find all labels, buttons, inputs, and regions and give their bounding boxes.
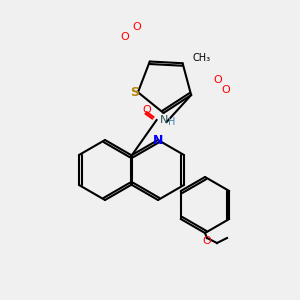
Text: N: N (159, 115, 168, 125)
Text: H: H (168, 117, 175, 127)
Text: N: N (153, 134, 163, 146)
Text: O: O (202, 236, 211, 246)
Text: CH₃: CH₃ (193, 53, 211, 63)
Text: O: O (214, 75, 223, 85)
Text: O: O (142, 105, 151, 115)
Text: O: O (120, 32, 129, 41)
Text: O: O (132, 22, 141, 32)
Text: O: O (222, 85, 230, 95)
Text: S: S (130, 86, 140, 99)
